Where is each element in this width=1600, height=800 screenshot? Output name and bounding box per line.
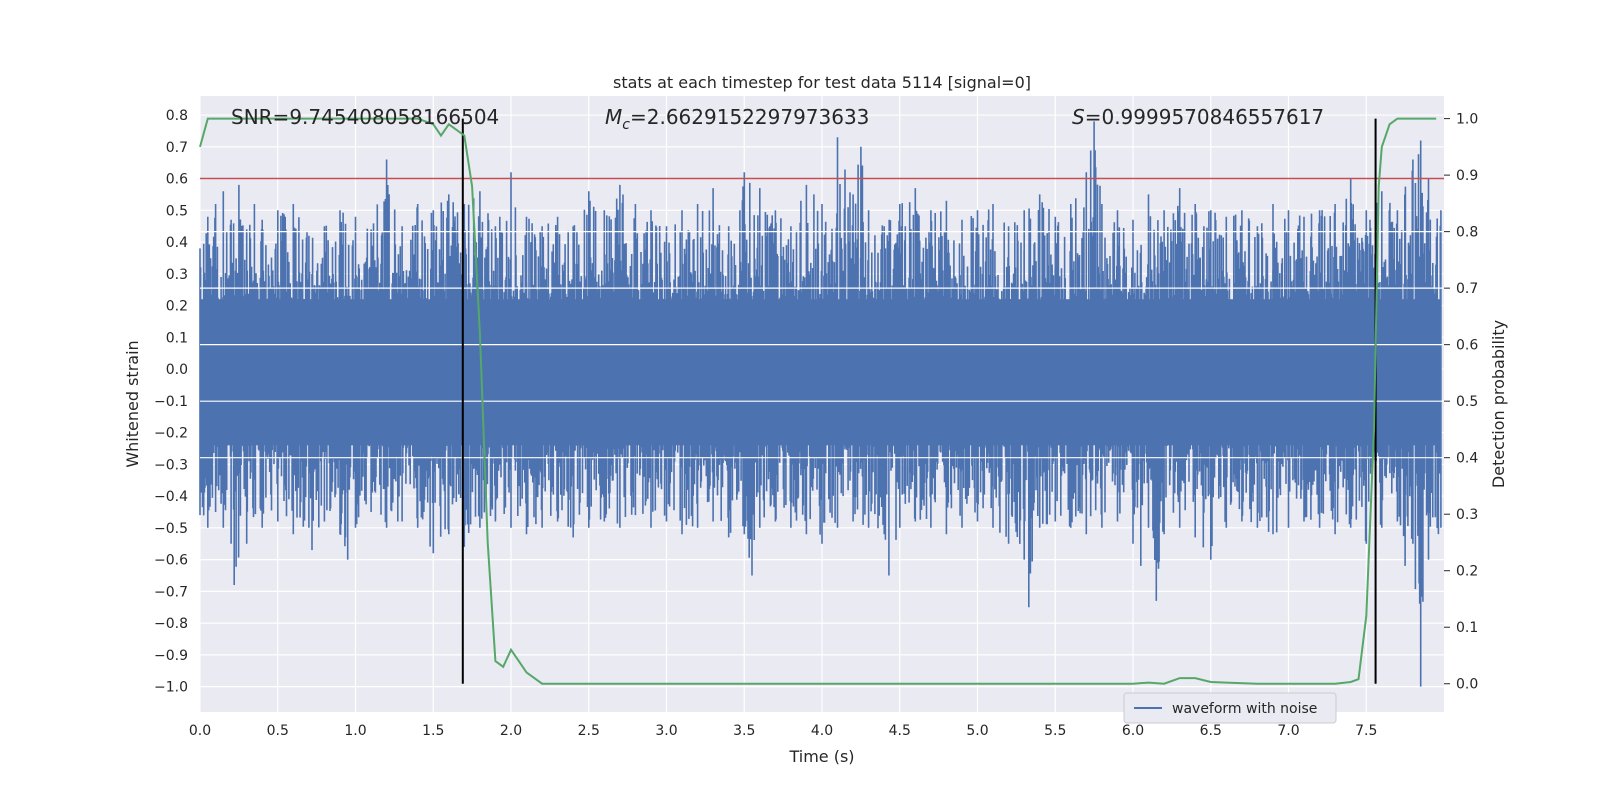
y-tick-label: 0.3 bbox=[166, 267, 188, 283]
x-tick-label: 6.5 bbox=[1200, 723, 1222, 739]
y-tick-label: 0.0 bbox=[166, 362, 188, 378]
x-tick-label: 2.5 bbox=[578, 723, 600, 739]
y2-tick-label: 0.0 bbox=[1456, 677, 1478, 693]
y-tick-label: −0.5 bbox=[154, 521, 188, 537]
y2-tick-label: 0.5 bbox=[1456, 394, 1478, 410]
y-tick-label: −1.0 bbox=[154, 680, 188, 696]
score-annotation: S=0.9999570846557617 bbox=[1072, 105, 1324, 129]
y2-tick-label: 0.4 bbox=[1456, 451, 1478, 467]
x-tick-label: 2.0 bbox=[500, 723, 522, 739]
y2-tick-label: 0.2 bbox=[1456, 564, 1478, 580]
y-tick-label: −0.1 bbox=[154, 394, 188, 410]
x-tick-label: 4.5 bbox=[889, 723, 911, 739]
y-tick-label: −0.6 bbox=[154, 553, 188, 569]
x-tick-label: 0.5 bbox=[267, 723, 289, 739]
y-tick-label: 0.6 bbox=[166, 172, 188, 188]
x-tick-label: 0.0 bbox=[189, 723, 211, 739]
y-tick-label: 0.1 bbox=[166, 330, 188, 346]
y2-tick-label: 0.3 bbox=[1456, 507, 1478, 523]
probability-series bbox=[199, 117, 1437, 685]
y-tick-label: 0.5 bbox=[166, 203, 188, 219]
y2-tick-label: 0.8 bbox=[1456, 225, 1478, 241]
right-axis-grid bbox=[200, 231, 1444, 459]
y2-tick-label: 1.0 bbox=[1456, 112, 1478, 128]
y-tick-label: −0.7 bbox=[154, 584, 188, 600]
x-tick-label: 7.0 bbox=[1277, 723, 1299, 739]
y2-tick-label: 0.7 bbox=[1456, 281, 1478, 297]
y2-tick-label: 0.1 bbox=[1456, 620, 1478, 636]
probability-line bbox=[199, 117, 1437, 685]
x-tick-label: 5.5 bbox=[1044, 723, 1066, 739]
legend-box bbox=[1123, 692, 1337, 724]
x-tick-label: 7.5 bbox=[1355, 723, 1377, 739]
legend: waveform with noise bbox=[1123, 692, 1337, 724]
y2-axis-label: Detection probability bbox=[1489, 320, 1508, 488]
y-axis-label: Whitened strain bbox=[123, 340, 142, 467]
x-tick-label: 3.5 bbox=[733, 723, 755, 739]
y-tick-label: −0.8 bbox=[154, 616, 188, 632]
x-tick-label: 1.0 bbox=[344, 723, 366, 739]
y-tick-label: 0.2 bbox=[166, 299, 188, 315]
y2-tick-label: 0.6 bbox=[1456, 338, 1478, 354]
x-tick-label: 4.0 bbox=[811, 723, 833, 739]
x-tick-label: 1.5 bbox=[422, 723, 444, 739]
y-tick-label: −0.4 bbox=[154, 489, 188, 505]
legend-label: waveform with noise bbox=[1172, 701, 1317, 717]
chart-title: stats at each timestep for test data 511… bbox=[613, 73, 1031, 92]
y-tick-label: 0.4 bbox=[166, 235, 188, 251]
waveform-series bbox=[199, 121, 1442, 687]
chirp-mass-annotation: Mc=2.6629152297973633 bbox=[605, 105, 869, 133]
y-tick-label: −0.2 bbox=[154, 426, 188, 442]
y2-axis-ticks: 1.0 0.9 0.8 0.7 0.6 0.5 0.4 0.3 0.2 0.1 0.0 bbox=[1444, 112, 1478, 693]
x-tick-label: 3.0 bbox=[655, 723, 677, 739]
x-axis-ticks: 0.0 0.5 1.0 1.5 2.0 2.5 3.0 3.5 4.0 4.5 5.0 5.5 6.0 6… bbox=[189, 723, 1378, 739]
x-tick-label: 5.0 bbox=[966, 723, 988, 739]
y-tick-label: 0.7 bbox=[166, 140, 188, 156]
x-tick-label: 6.0 bbox=[1122, 723, 1144, 739]
y-tick-label: −0.9 bbox=[154, 648, 188, 664]
y-tick-label: 0.8 bbox=[166, 108, 188, 124]
y-tick-label: −0.3 bbox=[154, 457, 188, 473]
waveform-line bbox=[199, 121, 1442, 687]
x-axis-label: Time (s) bbox=[788, 747, 854, 766]
snr-annotation: SNR=9.745408058166504 bbox=[231, 105, 499, 129]
y2-tick-label: 0.9 bbox=[1456, 168, 1478, 184]
vertical-markers bbox=[461, 118, 1377, 684]
y-axis-ticks: 0.8 0.7 0.6 0.5 0.4 0.3 0.2 0.1 0.0 −0.1 −0.2 −0.3 −… bbox=[154, 108, 188, 696]
